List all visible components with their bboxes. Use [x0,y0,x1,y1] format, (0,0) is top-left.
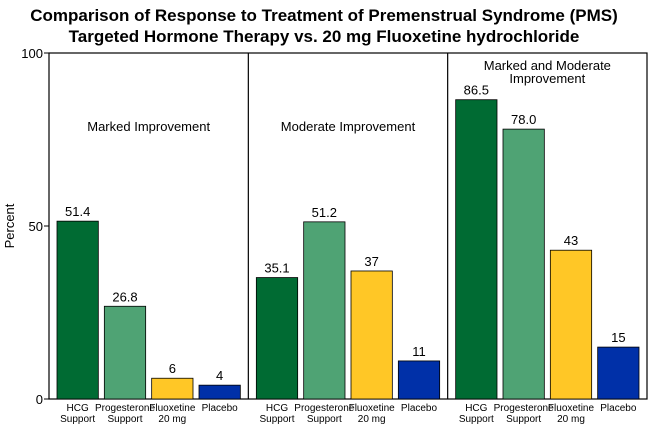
panel-title: Marked Improvement [87,119,210,134]
category-label: Support [107,414,142,425]
category-label: Placebo [600,403,637,414]
bar-value-label: 35.1 [264,261,289,276]
bar-value-label: 51.2 [312,205,337,220]
bar-value-label: 51.4 [65,204,90,219]
bar [56,220,99,400]
bar-value-label: 4 [216,368,223,383]
bar [597,346,640,400]
category-label: HCG [465,403,487,414]
category-label: Support [307,414,342,425]
category-label: HCG [266,403,288,414]
bar [455,99,498,400]
category-label: Support [459,414,494,425]
category-label: Progesterone [294,403,354,414]
y-tick-label: 0 [36,392,43,407]
bar [303,221,346,400]
category-label: Fluoxetine [548,403,595,414]
bar-value-label: 15 [611,330,625,345]
category-label: 20 mg [358,414,386,425]
category-label: Placebo [202,403,239,414]
panel-title: Marked and Moderate [484,58,611,73]
bar-value-label: 78.0 [511,112,536,127]
bar [255,277,299,400]
category-label: Support [60,414,95,425]
chart-title-line-1: Comparison of Response to Treatment of P… [30,6,618,25]
bar [350,270,393,400]
bar-value-label: 6 [169,361,176,376]
category-label: 20 mg [557,414,585,425]
bar [151,377,194,400]
bar-value-label: 43 [564,233,578,248]
panel-title: Moderate Improvement [281,119,416,134]
bar [198,384,241,400]
bar-value-label: 26.8 [112,289,137,304]
category-label: Fluoxetine [149,403,196,414]
category-label: 20 mg [158,414,186,425]
chart-title-line-2: Targeted Hormone Therapy vs. 20 mg Fluox… [69,27,580,46]
panel-title: Improvement [509,71,585,86]
category-label: Progesterone [95,403,155,414]
bar [502,128,545,400]
bar-value-label: 11 [412,344,426,359]
category-label: HCG [67,403,89,414]
y-axis-label: Percent [2,203,17,248]
category-label: Fluoxetine [349,403,396,414]
bar [549,249,593,400]
bar [397,360,441,400]
plot-area: Marked Improvement 51.4 26.8 6 4 Moderate Imp… [56,53,640,400]
y-tick-label: 50 [29,219,43,234]
bar-value-label: 37 [364,254,378,269]
category-label: Progesterone [494,403,554,414]
category-label: Support [259,414,294,425]
bar-value-label: 86.5 [464,83,489,98]
category-label: Placebo [401,403,438,414]
category-label: Support [506,414,541,425]
bar [103,305,147,400]
y-tick-label: 100 [21,46,43,61]
